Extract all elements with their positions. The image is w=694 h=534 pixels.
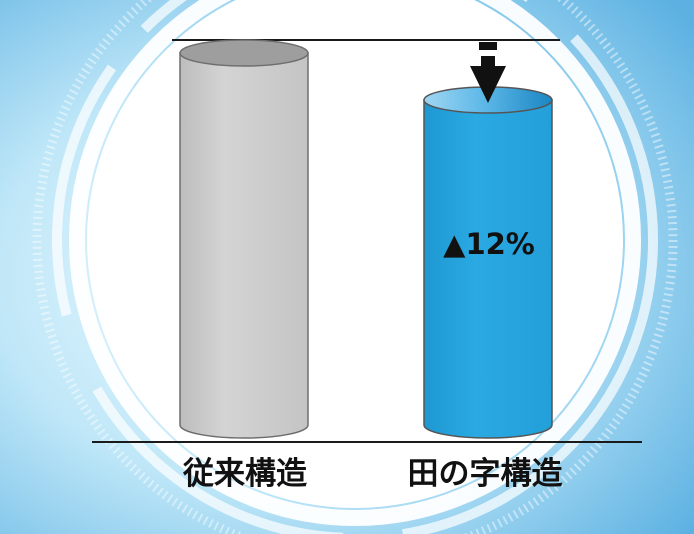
reduction-percentage: ▲12% [443,227,535,261]
conventional-cylinder [179,39,309,439]
label-conventional-structure: 従来構造 [183,456,307,492]
label-tanoji-structure: 田の字構造 [407,456,563,492]
down-arrow-icon [470,42,506,103]
